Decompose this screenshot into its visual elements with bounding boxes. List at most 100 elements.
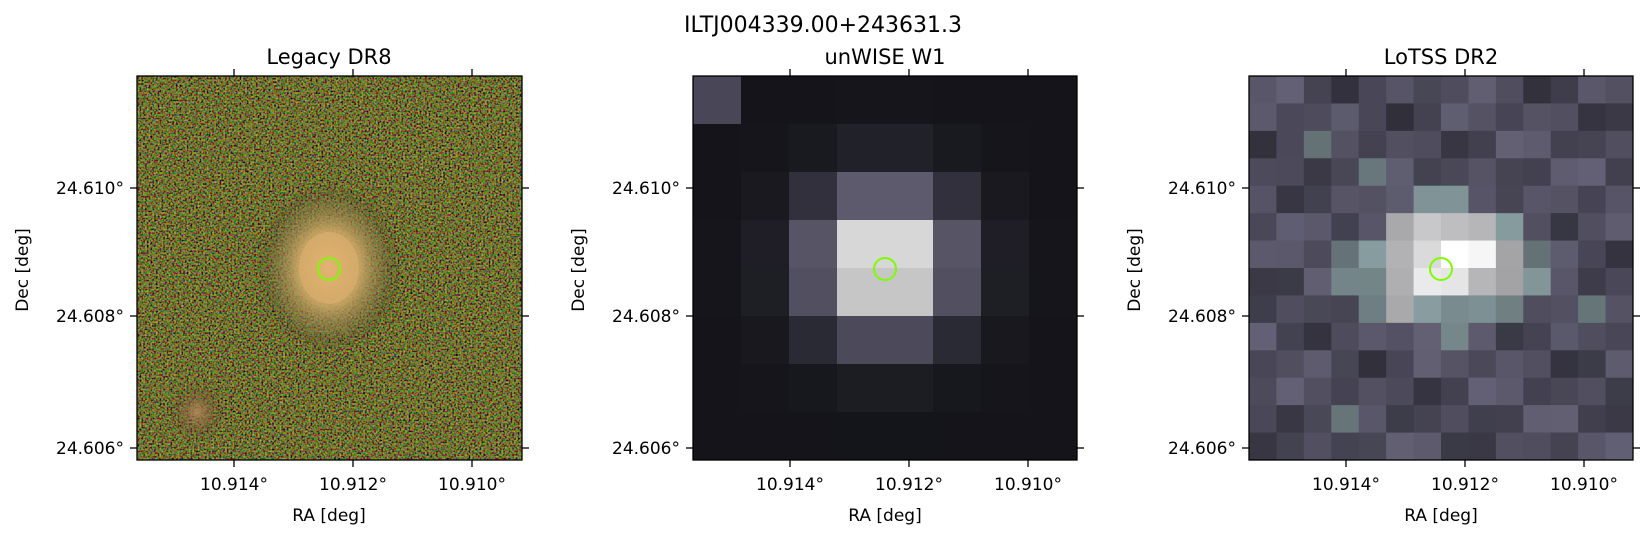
image-pixel: [1441, 295, 1469, 324]
image-pixel: [1413, 350, 1442, 379]
image-pixel: [885, 124, 934, 173]
image-pixel: [1468, 158, 1497, 187]
image-pixel: [1495, 432, 1524, 460]
image-pixel: [1386, 213, 1415, 242]
image-pixel: [1523, 103, 1552, 132]
image-pixel: [789, 268, 838, 317]
x-tick-label: 10.910°: [438, 475, 506, 495]
image-pixel: [1468, 130, 1497, 159]
image-pixel: [1468, 322, 1497, 351]
image-pixel: [1441, 130, 1469, 159]
image-pixel: [1303, 432, 1332, 460]
image-pixel: [1578, 268, 1607, 296]
image-pixel: [1303, 158, 1332, 187]
y-tick-label: 24.606°: [1168, 439, 1236, 459]
image-pixel: [1413, 322, 1442, 351]
image-pixel: [789, 76, 838, 125]
image-pixel: [1468, 76, 1497, 104]
image-pixel: [1249, 377, 1277, 406]
panel-title: Legacy DR8: [266, 45, 391, 69]
image-pixel: [933, 220, 982, 269]
image-pixel: [1495, 76, 1524, 104]
image-pixel: [1495, 158, 1524, 187]
image-pixel: [1413, 295, 1442, 324]
image-pixel: [1029, 316, 1077, 365]
image-pixel: [1578, 295, 1607, 324]
image-pixel: [1276, 268, 1305, 296]
x-axis-label: RA [deg]: [292, 506, 365, 526]
image-pixel: [837, 124, 886, 173]
image-pixel: [1523, 130, 1552, 159]
image-pixel: [741, 316, 790, 365]
image-pixel: [1249, 405, 1277, 434]
x-tick-label: 10.914°: [756, 475, 824, 495]
image-pixel: [1331, 76, 1360, 104]
x-tick-label: 10.910°: [1550, 475, 1618, 495]
image-pixel: [1276, 432, 1305, 460]
image-pixel: [1605, 103, 1633, 132]
image-pixel: [981, 172, 1030, 221]
image-pixel: [1358, 432, 1387, 460]
image-pixel: [1303, 295, 1332, 324]
image-pixel: [1441, 322, 1469, 351]
image-pixel: [1413, 377, 1442, 406]
image-pixel: [1523, 240, 1552, 269]
image-pixel: [1358, 240, 1387, 269]
image-pixel: [1249, 158, 1277, 187]
image-pixel: [1605, 322, 1633, 351]
y-tick-label: 24.606°: [56, 439, 124, 459]
image-pixel: [741, 364, 790, 413]
image-pixel: [1441, 76, 1469, 104]
image-pixel: [1029, 220, 1077, 269]
image-pixel: [981, 316, 1030, 365]
image-pixel: [1495, 185, 1524, 214]
image-pixel: [1578, 377, 1607, 406]
y-tick-label: 24.610°: [56, 179, 124, 199]
image-pixel: [1386, 405, 1415, 434]
x-axis-label: RA [deg]: [1404, 506, 1477, 526]
image-pixel: [1358, 76, 1387, 104]
image-pixel: [1303, 405, 1332, 434]
image-pixel: [1413, 240, 1442, 269]
image-pixel: [1331, 158, 1360, 187]
image-pixel: [1386, 130, 1415, 159]
image-pixel: [1550, 185, 1579, 214]
image-pixel: [1413, 158, 1442, 187]
image-pixel: [837, 316, 886, 365]
image-pixel: [1605, 350, 1633, 379]
image-pixel: [885, 172, 934, 221]
image-pixel: [1605, 405, 1633, 434]
image-pixel: [693, 76, 742, 125]
image-pixel: [693, 124, 742, 173]
image-pixel: [1578, 76, 1607, 104]
image-pixel: [1578, 432, 1607, 460]
image-pixel: [933, 364, 982, 413]
image-pixel: [1441, 103, 1469, 132]
image-pixel: [1358, 405, 1387, 434]
image-pixel: [885, 76, 934, 125]
lotss-image: [1249, 76, 1633, 460]
image-pixel: [1578, 350, 1607, 379]
image-pixel: [1468, 213, 1497, 242]
image-pixel: [693, 172, 742, 221]
image-pixel: [837, 412, 886, 460]
image-pixel: [1523, 185, 1552, 214]
image-pixel: [789, 220, 838, 269]
image-pixel: [1550, 405, 1579, 434]
y-tick-label: 24.610°: [1168, 179, 1236, 199]
image-pixel: [1249, 432, 1277, 460]
image-pixel: [1249, 103, 1277, 132]
panel-title: LoTSS DR2: [1384, 45, 1498, 69]
image-pixel: [1413, 405, 1442, 434]
x-tick-label: 10.912°: [1431, 475, 1499, 495]
image-pixel: [1495, 268, 1524, 296]
image-pixel: [693, 220, 742, 269]
image-pixel: [933, 172, 982, 221]
image-pixel: [1550, 213, 1579, 242]
image-pixel: [1550, 158, 1579, 187]
image-pixel: [1550, 432, 1579, 460]
image-pixel: [1276, 103, 1305, 132]
image-pixel: [1550, 350, 1579, 379]
image-pixel: [837, 268, 886, 317]
y-axis-label: Dec [deg]: [13, 228, 33, 312]
